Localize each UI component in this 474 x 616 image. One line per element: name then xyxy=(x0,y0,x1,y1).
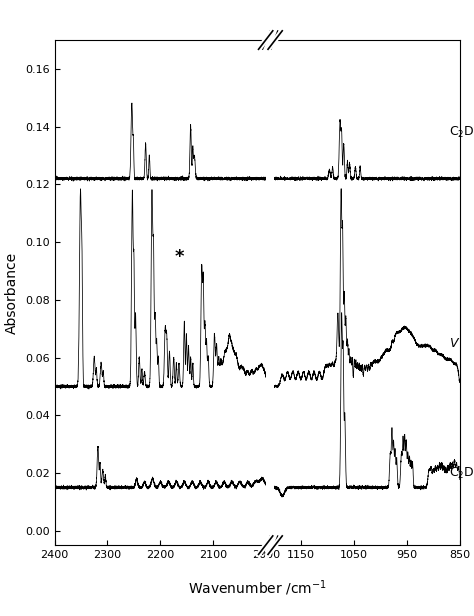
Y-axis label: Absorbance: Absorbance xyxy=(5,251,19,334)
Text: $\mathregular{C_2D_6}$: $\mathregular{C_2D_6}$ xyxy=(449,125,474,140)
Text: Wavenumber /cm$^{-1}$: Wavenumber /cm$^{-1}$ xyxy=(188,578,327,598)
Text: V: V xyxy=(449,336,458,350)
Text: $\mathregular{C_2D_4}$: $\mathregular{C_2D_4}$ xyxy=(449,466,474,480)
Text: *: * xyxy=(174,248,184,265)
